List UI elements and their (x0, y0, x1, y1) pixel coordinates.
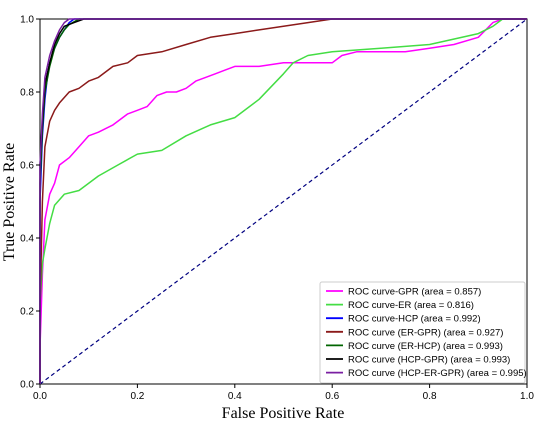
y-tick-label-0: 0.0 (20, 380, 34, 391)
x-tick-label-3: 0.6 (325, 391, 339, 402)
legend-entry-5: ROC curve (HCP-GPR) (area = 0.993) (348, 355, 510, 366)
legend-items: ROC curve-GPR (area = 0.857) ROC curve-ER… (326, 287, 527, 379)
roc-series-line-3 (39, 18, 527, 384)
chance-diagonal-line (39, 18, 528, 385)
x-tick-label-4: 0.8 (423, 391, 437, 402)
x-tick-label-5: 1.0 (520, 391, 534, 402)
tick-layer: 0.0 0.2 0.4 0.6 0.8 1.0 0.0 0.2 0.4 0.6 0.8 1.0 (20, 15, 534, 403)
roc-series-line-1 (39, 18, 527, 384)
y-tick-label-5: 1.0 (20, 15, 34, 26)
roc-series-line-6 (39, 18, 527, 384)
y-tick-label-1: 0.2 (20, 307, 34, 318)
legend-entry-3: ROC curve (ER-GPR) (area = 0.927) (348, 327, 503, 338)
y-tick-label-3: 0.6 (20, 161, 34, 172)
legend-box (319, 281, 526, 384)
y-tick-label-2: 0.4 (20, 234, 34, 245)
series-layer (39, 18, 528, 385)
y-axis-title: True Positive Rate (1, 143, 18, 262)
y-tick-label-4: 0.8 (20, 88, 34, 99)
legend-entry-6: ROC curve (HCP-ER-GPR) (area = 0.995) (348, 368, 527, 379)
x-tick-label-1: 0.2 (130, 391, 144, 402)
roc-series-line-0 (39, 18, 527, 384)
legend-entry-2: ROC curve-HCP (area = 0.992) (348, 314, 481, 325)
legend-entry-1: ROC curve-ER (area = 0.816) (348, 300, 474, 311)
x-tick-label-2: 0.4 (228, 391, 242, 402)
x-tick-label-0: 0.0 (33, 391, 47, 402)
legend: ROC curve-GPR (area = 0.857) ROC curve-ER… (319, 281, 527, 384)
legend-entry-4: ROC curve (ER-HCP) (area = 0.993) (348, 341, 503, 352)
legend-entry-0: ROC curve-GPR (area = 0.857) (348, 287, 481, 298)
x-axis-title: False Positive Rate (222, 405, 345, 422)
